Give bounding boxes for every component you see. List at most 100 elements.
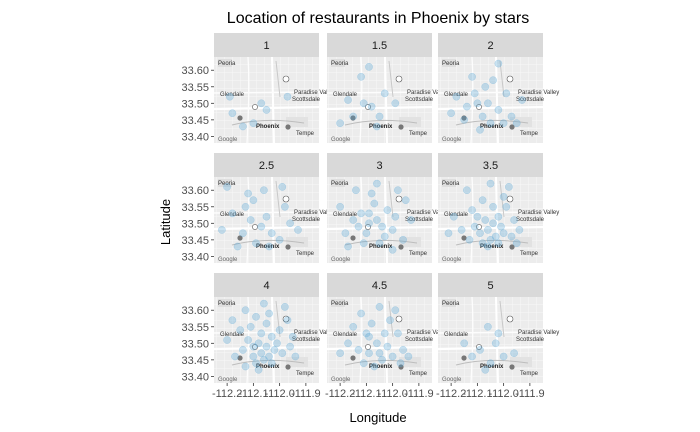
map-place-label: Glendale (220, 332, 245, 338)
facet-strip-label: 2 (487, 40, 493, 52)
data-point (449, 212, 458, 221)
data-point (257, 349, 266, 358)
facet-panel: 2.5 Glendale Peoria Phoenix Paradise ValleyS… (213, 153, 335, 264)
data-point (352, 186, 360, 195)
data-point (288, 332, 297, 341)
data-point (281, 202, 289, 211)
data-point (267, 332, 276, 341)
data-point (254, 365, 263, 374)
facet-panel: 1 Glendale Peoria Phoenix Paradise ValleySco… (213, 33, 335, 144)
data-point (494, 106, 503, 114)
data-point (349, 112, 358, 121)
data-point (404, 352, 413, 361)
data-point (388, 226, 397, 234)
map-place-label: Google (331, 137, 351, 143)
data-point (494, 59, 503, 68)
data-point (265, 242, 273, 251)
data-point (252, 359, 260, 368)
data-point (246, 322, 255, 331)
data-point (499, 229, 508, 238)
y-axis-title: Latitude (158, 199, 173, 245)
x-tick-label: -111.9 (404, 388, 434, 400)
data-point (231, 352, 239, 361)
data-point (510, 349, 518, 358)
map-place-label: Tempe (520, 251, 539, 257)
facet-strip-label: 3.5 (483, 160, 498, 172)
map-tile: Glendale Peoria Phoenix Paradise ValleyScot… (437, 56, 559, 144)
y-tick-label: 33.50 (181, 98, 209, 110)
data-point (249, 119, 258, 128)
map-place-label: Glendale (333, 92, 358, 98)
data-point (225, 92, 234, 101)
x-tick-label: -112.1 (462, 388, 492, 400)
y-tick-label: 33.45 (181, 355, 209, 367)
data-point (257, 99, 266, 108)
map-place-label: Peoria (442, 61, 460, 67)
facet-strip (438, 153, 543, 177)
data-point (236, 326, 245, 334)
map-place-label: Tempe (409, 251, 428, 257)
data-point (252, 312, 260, 321)
data-point (244, 189, 252, 198)
x-tick-label: -112.2 (212, 388, 242, 400)
data-point (481, 82, 490, 91)
data-point (283, 92, 292, 101)
data-point (278, 349, 287, 358)
data-point (484, 99, 492, 108)
map-place-label: Phoenix (369, 124, 393, 130)
data-point (241, 202, 250, 211)
data-point (468, 206, 476, 214)
data-point (457, 226, 466, 234)
data-point (502, 202, 511, 211)
chart-title: Location of restaurants in Phoenix by st… (227, 10, 529, 27)
facet-panel: 3 Glendale Peoria Phoenix Paradise ValleySco… (326, 153, 448, 264)
data-point (399, 346, 407, 354)
map-place-label: Scottsdale (292, 337, 321, 343)
y-tick-label: 33.40 (181, 131, 209, 143)
data-point (260, 355, 268, 364)
data-point (249, 342, 258, 351)
data-point (262, 212, 271, 221)
facet-panel: 3.5 Glendale Peoria Phoenix Paradise ValleyS… (437, 153, 559, 264)
data-point (267, 229, 276, 238)
data-point (486, 235, 495, 244)
data-point (270, 346, 279, 354)
data-point (373, 179, 381, 188)
map-tile: Glendale Peoria Phoenix Paradise ValleyScot… (437, 176, 559, 264)
data-point (365, 219, 373, 228)
data-point (223, 336, 231, 344)
map-place-label: Phoenix (480, 124, 504, 130)
map-tile: Glendale Peoria Phoenix Paradise ValleyScot… (213, 176, 335, 264)
data-point (252, 239, 260, 248)
data-point (510, 216, 518, 224)
data-point (505, 183, 513, 191)
map-tile: Glendale Peoria Phoenix Paradise ValleyScot… (326, 296, 448, 384)
data-point (354, 222, 363, 231)
map-place-label: Scottsdale (516, 97, 545, 103)
map-place-label: Glendale (444, 92, 469, 98)
data-point (486, 119, 495, 128)
data-point (481, 216, 490, 224)
data-point (341, 229, 350, 238)
facet-strip (214, 33, 319, 57)
data-point (359, 99, 368, 108)
data-point (512, 119, 521, 128)
data-point (383, 206, 392, 214)
data-point (491, 232, 500, 241)
y-tick-label: 33.55 (181, 322, 209, 334)
data-point (383, 342, 392, 351)
map-place-label: Peoria (218, 61, 236, 67)
map-place-label: Paradise Valley (518, 330, 559, 336)
map-place-label: Tempe (520, 371, 539, 377)
data-point (375, 303, 384, 311)
map-place-label: Scottsdale (292, 217, 321, 223)
map-place-label: Tempe (296, 371, 315, 377)
data-point (362, 329, 371, 338)
data-point (286, 342, 294, 351)
map-place-label: Google (218, 377, 238, 383)
data-point (344, 96, 352, 104)
map-place-label: Peoria (331, 61, 349, 67)
data-point (239, 346, 247, 354)
facet-strip (327, 33, 432, 57)
